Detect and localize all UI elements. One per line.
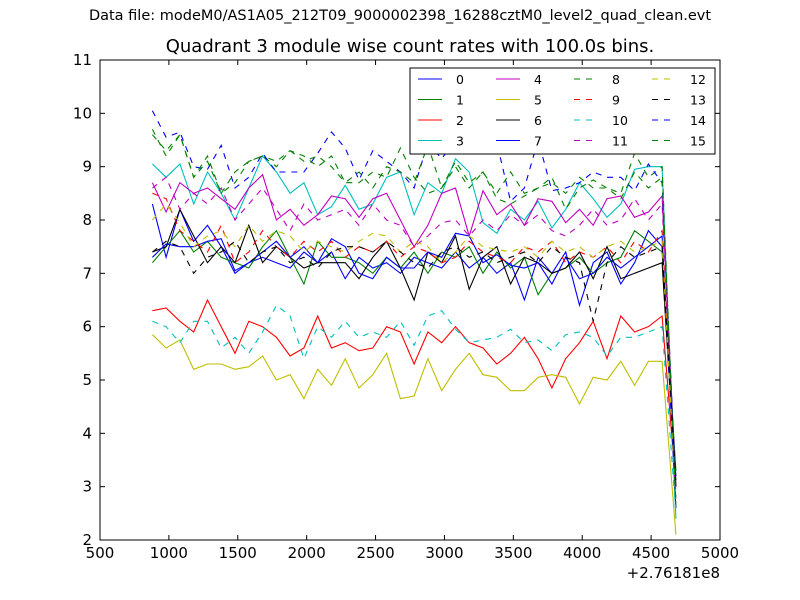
series-line-12 — [151, 203, 677, 503]
y-tick-label: 8 — [82, 211, 92, 229]
x-tick-label: 5000 — [701, 544, 739, 562]
series-line-2 — [152, 298, 677, 487]
legend-label-0: 0 — [456, 72, 464, 87]
legend-label-13: 13 — [690, 93, 706, 108]
legend-label-2: 2 — [456, 113, 464, 128]
series-line-4 — [151, 173, 677, 487]
y-tick-label: 3 — [82, 478, 92, 496]
series-line-3 — [152, 154, 677, 519]
x-tick-label: 1000 — [150, 544, 188, 562]
series-line-11 — [152, 176, 677, 498]
series-line-14 — [151, 110, 677, 493]
y-tick-label: 6 — [82, 318, 92, 336]
series-line-13 — [152, 240, 677, 482]
x-tick-label: 500 — [86, 544, 115, 562]
x-tick-label: 2500 — [356, 544, 394, 562]
legend-label-1: 1 — [456, 93, 464, 108]
y-tick-label: 2 — [82, 531, 92, 549]
legend-label-6: 6 — [534, 113, 542, 128]
legend-label-8: 8 — [612, 72, 620, 87]
figure-suptitle: Data file: modeM0/AS1A05_212T09_90000023… — [88, 8, 712, 24]
x-tick-label: 4000 — [563, 544, 601, 562]
series-line-9 — [152, 192, 677, 493]
x-axis-offset-label: +2.76181e8 — [627, 564, 720, 582]
series-line-15 — [151, 133, 677, 503]
y-tick-label: 7 — [82, 264, 92, 282]
axis-ticks — [99, 59, 721, 541]
x-tick-label: 2000 — [288, 544, 326, 562]
x-tick-label: 3500 — [494, 544, 532, 562]
series-line-7 — [152, 232, 677, 509]
legend-label-15: 15 — [690, 134, 706, 149]
x-tick-label: 3000 — [425, 544, 463, 562]
legend-label-5: 5 — [534, 93, 542, 108]
series-line-1 — [151, 229, 677, 471]
series-line-6 — [152, 207, 677, 487]
series-line-8 — [151, 129, 677, 509]
legend-label-12: 12 — [690, 72, 706, 87]
legend-label-3: 3 — [456, 134, 464, 149]
legend-label-4: 4 — [534, 72, 542, 87]
legend-label-14: 14 — [690, 113, 706, 128]
y-tick-label: 9 — [82, 158, 92, 176]
y-tick-label: 11 — [73, 51, 92, 69]
series-layer — [151, 110, 677, 535]
legend-label-9: 9 — [612, 93, 620, 108]
chart-title: Quadrant 3 module wise count rates with … — [165, 36, 655, 57]
legend-label-7: 7 — [534, 134, 542, 149]
y-tick-label: 4 — [82, 424, 92, 442]
axis-tick-labels: 500 1000 1500 2000 2500 3000 3500 4000 4500 5000 2… — [73, 51, 739, 562]
series-line-0 — [151, 203, 677, 477]
x-tick-label: 1500 — [219, 544, 257, 562]
legend-label-10: 10 — [612, 113, 628, 128]
series-line-10 — [152, 304, 677, 514]
x-tick-label: 4500 — [632, 544, 670, 562]
series-line-5 — [152, 334, 677, 535]
legend-box — [409, 67, 716, 155]
legend-label-11: 11 — [612, 134, 628, 149]
y-tick-label: 10 — [73, 104, 92, 122]
y-tick-label: 5 — [82, 371, 92, 389]
plot-frame — [99, 59, 721, 541]
